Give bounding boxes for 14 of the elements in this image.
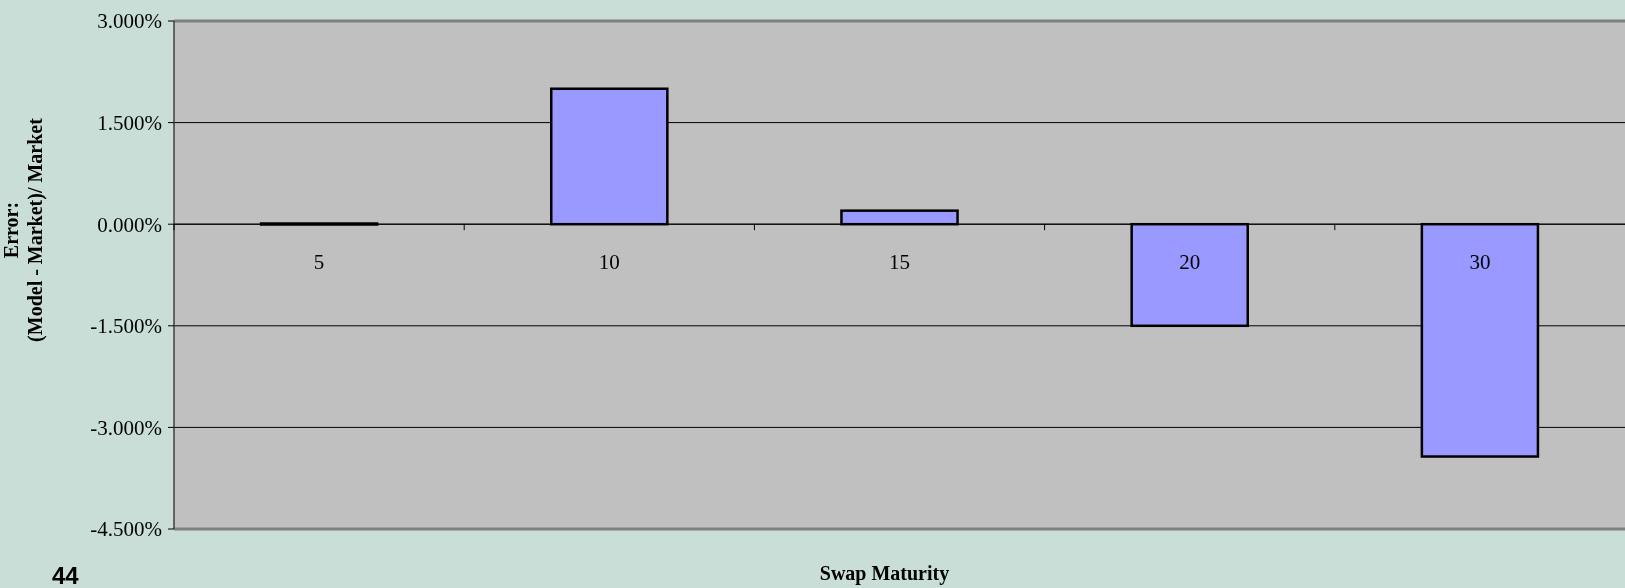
y-tick-label: -4.500% [90, 517, 162, 542]
x-tick-label: 15 [889, 250, 910, 275]
x-tick-label: 20 [1179, 250, 1201, 275]
y-tick-label: 1.500% [97, 110, 162, 135]
y-tick-label: -3.000% [90, 415, 162, 440]
y-tick-label: 0.000% [97, 212, 162, 237]
x-tick-label: 30 [1469, 250, 1491, 275]
x-tick-label: 10 [598, 250, 620, 275]
y-tick-label: 3.000% [97, 9, 162, 34]
y-axis-title: Error: (Model - Market)/ Market [0, 117, 47, 342]
x-tick-label: 5 [313, 250, 325, 275]
x-axis-title: Swap Maturity [819, 562, 950, 585]
text: 44 [52, 562, 80, 588]
y-tick-label: -1.500% [90, 314, 162, 339]
